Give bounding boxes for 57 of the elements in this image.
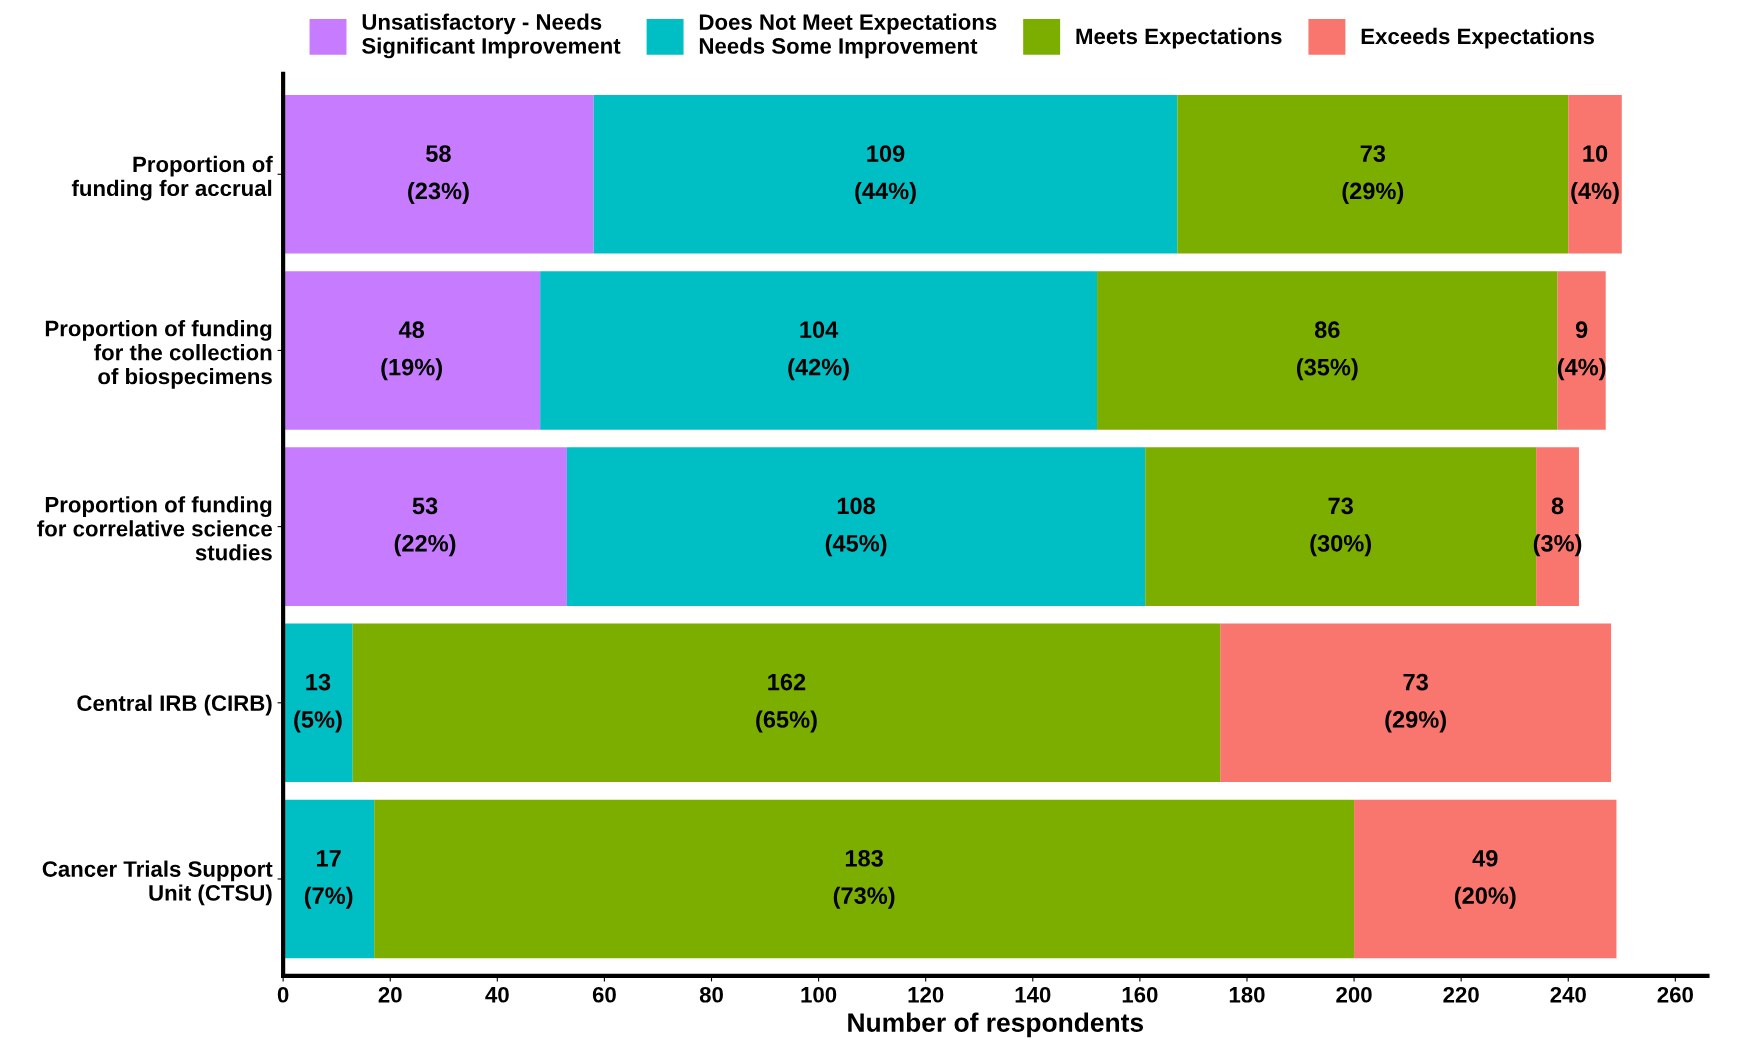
legend-label: Does Not Meet Expectations Needs Some Improvement: [699, 13, 997, 59]
x-tick-label: 220: [1443, 986, 1479, 1003]
data-label: 53 (22%): [394, 497, 456, 557]
bar: [374, 799, 1355, 959]
bar: [1097, 271, 1558, 430]
x-tick-label: 60: [592, 986, 616, 1003]
x-tick-label: 140: [1015, 986, 1051, 1003]
x-axis-title: Number of respondents: [848, 1012, 1144, 1038]
x-tick-label: 20: [378, 986, 402, 1003]
data-label: 109 (44%): [855, 145, 916, 204]
data-label: 73 (30%): [1310, 497, 1371, 557]
y-tick-label: Proportion of funding for accrual: [71, 155, 273, 201]
bar: [283, 799, 375, 959]
data-label: 10 (4%): [1571, 145, 1619, 204]
x-tick-label: 260: [1657, 986, 1693, 1003]
legend-label: Meets Expectations: [1076, 27, 1282, 49]
data-label: 9 (4%): [1557, 321, 1606, 381]
y-tick-label: Proportion of funding for correlative science studies: [37, 496, 272, 561]
data-label: 108 (45%): [825, 497, 887, 557]
data-label: 73 (29%): [1385, 673, 1446, 733]
legend-label: Unsatisfactory - Needs Significant Improvement: [361, 13, 621, 59]
bar: [283, 623, 353, 783]
x-tick-label: 160: [1122, 986, 1158, 1003]
x-tick-label: 240: [1550, 986, 1586, 1003]
bar: [566, 447, 1146, 606]
x-tick-label: 200: [1336, 986, 1372, 1003]
x-tick-label: 40: [485, 986, 509, 1003]
x-tick-label: 120: [908, 986, 944, 1003]
bar: [1568, 94, 1622, 254]
x-tick-label: 100: [801, 986, 837, 1003]
bar: [1354, 799, 1617, 959]
data-label: 49 (20%): [1454, 849, 1516, 909]
data-label: 13 (5%): [294, 673, 342, 733]
bar: [283, 94, 594, 254]
bar: [1177, 94, 1569, 254]
data-label: 48 (19%): [381, 321, 442, 381]
data-label: 58 (23%): [408, 145, 469, 204]
legend-label: Exceeds Expectations: [1361, 27, 1595, 49]
x-tick-label: 180: [1229, 986, 1265, 1003]
bar: [540, 271, 1098, 430]
bar: [1220, 623, 1612, 783]
bar: [283, 271, 541, 430]
y-tick-label: Central IRB (CIRB): [77, 694, 272, 716]
x-tick-label: 0: [277, 986, 289, 1003]
data-label: 104 (42%): [788, 321, 849, 381]
bar: [352, 623, 1221, 783]
data-label: 86 (35%): [1296, 321, 1358, 381]
bar: [1557, 271, 1606, 430]
data-label: 73 (29%): [1342, 145, 1404, 204]
data-label: 17 (7%): [304, 850, 353, 909]
x-tick-label: 80: [699, 986, 723, 1003]
y-tick-label: Proportion of funding for the collection of biospecimens: [45, 320, 272, 389]
y-tick-label: Cancer Trials Support Unit (CTSU): [42, 860, 273, 906]
bar: [593, 94, 1178, 254]
data-label: 183 (73%): [833, 849, 895, 909]
bar: [283, 447, 567, 606]
data-label: 162 (65%): [756, 673, 817, 733]
